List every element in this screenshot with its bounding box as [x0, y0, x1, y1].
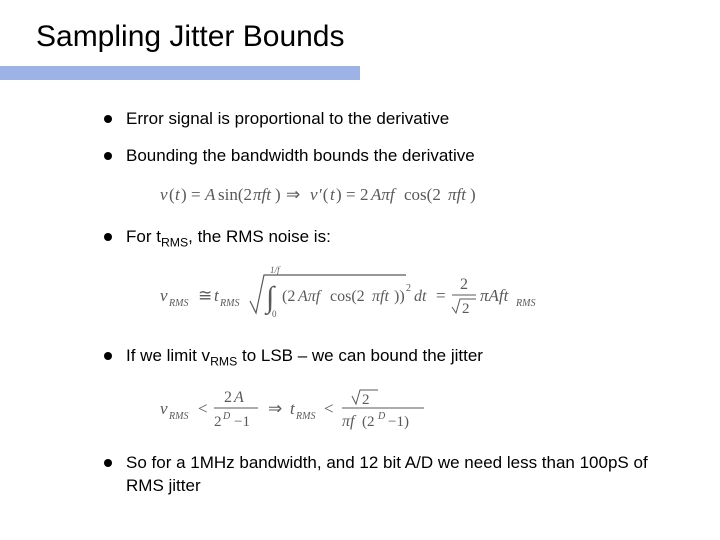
svg-text:): )	[181, 185, 187, 204]
bullet-text: So for a 1MHz bandwidth, and 12 bit A/D …	[126, 452, 670, 498]
svg-text:D: D	[377, 411, 386, 422]
text-pre: For t	[126, 227, 161, 246]
svg-text:2: 2	[360, 185, 369, 204]
svg-text:2: 2	[224, 389, 232, 406]
svg-text:sin(2: sin(2	[218, 185, 252, 204]
svg-text:2: 2	[362, 392, 370, 408]
bullet-dot-icon	[104, 352, 112, 360]
text-sub: RMS	[210, 354, 237, 368]
svg-text:Aπf: Aπf	[297, 288, 323, 305]
svg-text:(2: (2	[282, 288, 295, 305]
bullet-dot-icon	[104, 152, 112, 160]
bullet-item: Error signal is proportional to the deri…	[104, 108, 670, 131]
svg-text:RMS: RMS	[219, 298, 239, 309]
bullet-item: Bounding the bandwidth bounds the deriva…	[104, 145, 670, 168]
svg-text:v: v	[160, 399, 168, 418]
svg-text:(2: (2	[362, 414, 375, 430]
bullet-item: So for a 1MHz bandwidth, and 12 bit A/D …	[104, 452, 670, 498]
svg-text:cos(2: cos(2	[330, 288, 365, 305]
bullet-dot-icon	[104, 459, 112, 467]
svg-text:=: =	[346, 185, 356, 204]
slide: Sampling Jitter Bounds Error signal is p…	[0, 0, 720, 540]
bullet-text: For tRMS, the RMS noise is:	[126, 226, 331, 251]
svg-text:0: 0	[272, 309, 277, 319]
svg-text:=: =	[436, 286, 446, 305]
svg-text:v: v	[160, 286, 168, 305]
svg-text:RMS: RMS	[295, 411, 315, 422]
svg-text:dt: dt	[414, 288, 427, 305]
bullet-dot-icon	[104, 233, 112, 241]
bullet-item: For tRMS, the RMS noise is:	[104, 226, 670, 251]
svg-text:Aπf: Aπf	[370, 185, 397, 204]
svg-text:πft: πft	[372, 288, 389, 305]
text-post: to LSB – we can bound the jitter	[237, 346, 483, 365]
svg-text:πft: πft	[253, 185, 272, 204]
title-rule	[0, 66, 360, 80]
equation-2: v RMS ≅ t RMS 1/f ∫ 0 (2 Aπf cos(2 πft	[160, 265, 670, 327]
svg-text:cos(2: cos(2	[404, 185, 441, 204]
svg-text:′(: ′(	[319, 185, 329, 204]
svg-text:−1: −1	[234, 414, 250, 430]
svg-text:D: D	[222, 411, 231, 422]
svg-text:RMS: RMS	[515, 298, 535, 309]
bullet-text: Error signal is proportional to the deri…	[126, 108, 449, 131]
bullet-text: Bounding the bandwidth bounds the deriva…	[126, 145, 475, 168]
text-sub: RMS	[161, 235, 188, 249]
equation-1: v ( t ) = A sin(2 πft ) ⇒ v ′( t ) = 2 A	[160, 182, 670, 208]
svg-text:≅: ≅	[198, 286, 212, 305]
svg-text:2: 2	[460, 276, 468, 293]
svg-text:=: =	[191, 185, 201, 204]
svg-text:RMS: RMS	[168, 298, 188, 309]
text-post: , the RMS noise is:	[188, 227, 331, 246]
svg-text:1/f: 1/f	[270, 265, 281, 275]
svg-text:A: A	[204, 185, 216, 204]
svg-text:A: A	[233, 389, 244, 406]
svg-text:): )	[336, 185, 342, 204]
svg-text:πf: πf	[342, 413, 357, 430]
svg-text:v: v	[310, 185, 318, 204]
bullet-list: Error signal is proportional to the deri…	[30, 108, 690, 498]
equation-3: v RMS < 2 A 2 D −1 ⇒ t RMS < 2	[160, 384, 670, 434]
svg-text:⇒: ⇒	[286, 185, 300, 204]
svg-text:)): ))	[394, 288, 405, 305]
svg-text:πAft: πAft	[480, 286, 510, 305]
svg-text:−1): −1)	[388, 414, 409, 430]
svg-text:2: 2	[406, 283, 411, 294]
svg-text:2: 2	[214, 414, 222, 430]
text-pre: If we limit v	[126, 346, 210, 365]
svg-text:<: <	[324, 399, 334, 418]
svg-text:<: <	[198, 399, 208, 418]
bullet-text: If we limit vRMS to LSB – we can bound t…	[126, 345, 483, 370]
svg-text:): )	[275, 185, 281, 204]
bullet-dot-icon	[104, 115, 112, 123]
svg-text:⇒: ⇒	[268, 399, 282, 418]
svg-text:2: 2	[462, 301, 470, 317]
bullet-item: If we limit vRMS to LSB – we can bound t…	[104, 345, 670, 370]
slide-title: Sampling Jitter Bounds	[36, 20, 690, 54]
svg-text:πft: πft	[448, 185, 467, 204]
svg-text:): )	[470, 185, 476, 204]
svg-text:RMS: RMS	[168, 411, 188, 422]
svg-text:v: v	[160, 185, 168, 204]
